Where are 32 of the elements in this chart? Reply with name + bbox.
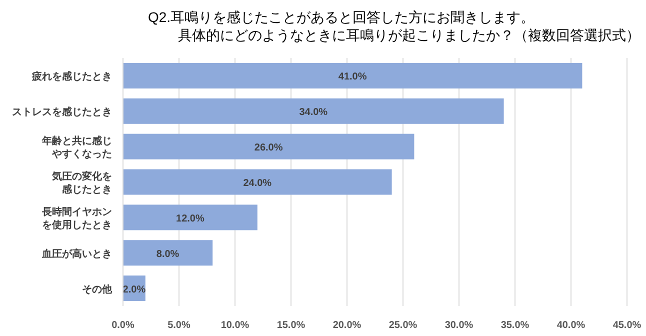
x-tick-label: 10.0% [220,320,250,331]
bar [123,98,504,124]
x-tick-label: 30.0% [444,320,474,331]
data-label: 41.0% [338,72,367,83]
data-label: 12.0% [176,213,204,224]
x-tick-label: 25.0% [388,320,418,331]
y-tick-label: ストレスを感じたとき [12,106,112,118]
x-tick-label: 20.0% [332,320,362,331]
y-tick-label: 長時間イヤホンを使用したとき [41,206,112,231]
x-tick-label: 45.0% [612,320,642,331]
y-tick-label: 血圧が高いとき [41,248,112,260]
data-label: 24.0% [243,178,272,189]
data-label: 2.0% [122,284,146,296]
data-label: 26.0% [254,142,283,154]
bar [123,204,258,230]
bar [123,240,213,266]
x-tick-label: 5.0% [168,320,191,331]
y-tick-label: その他 [82,283,113,296]
chart-title: Q2.耳鳴りを感じたことがあると回答した方にお聞きします。 [148,9,535,25]
y-tick-label: 年齢と共に感じやすくなった [41,135,112,160]
bar [123,62,582,88]
x-tick-label: 35.0% [500,320,530,331]
x-tick-label: 15.0% [276,320,306,331]
x-tick-label: 40.0% [556,320,586,331]
data-label: 34.0% [299,107,328,118]
data-label: 8.0% [156,248,180,260]
bar [123,169,392,195]
y-tick-label: 気圧の変化を感じたとき [51,170,112,196]
bar [123,134,414,160]
y-tick-label: 疲れを感じたとき [31,70,112,83]
x-tick-label: 0.0% [112,320,135,331]
chart-subtitle: 具体的にどのようなときに耳鳴りが起こりましたか？（複数回答選択式） [178,27,640,43]
